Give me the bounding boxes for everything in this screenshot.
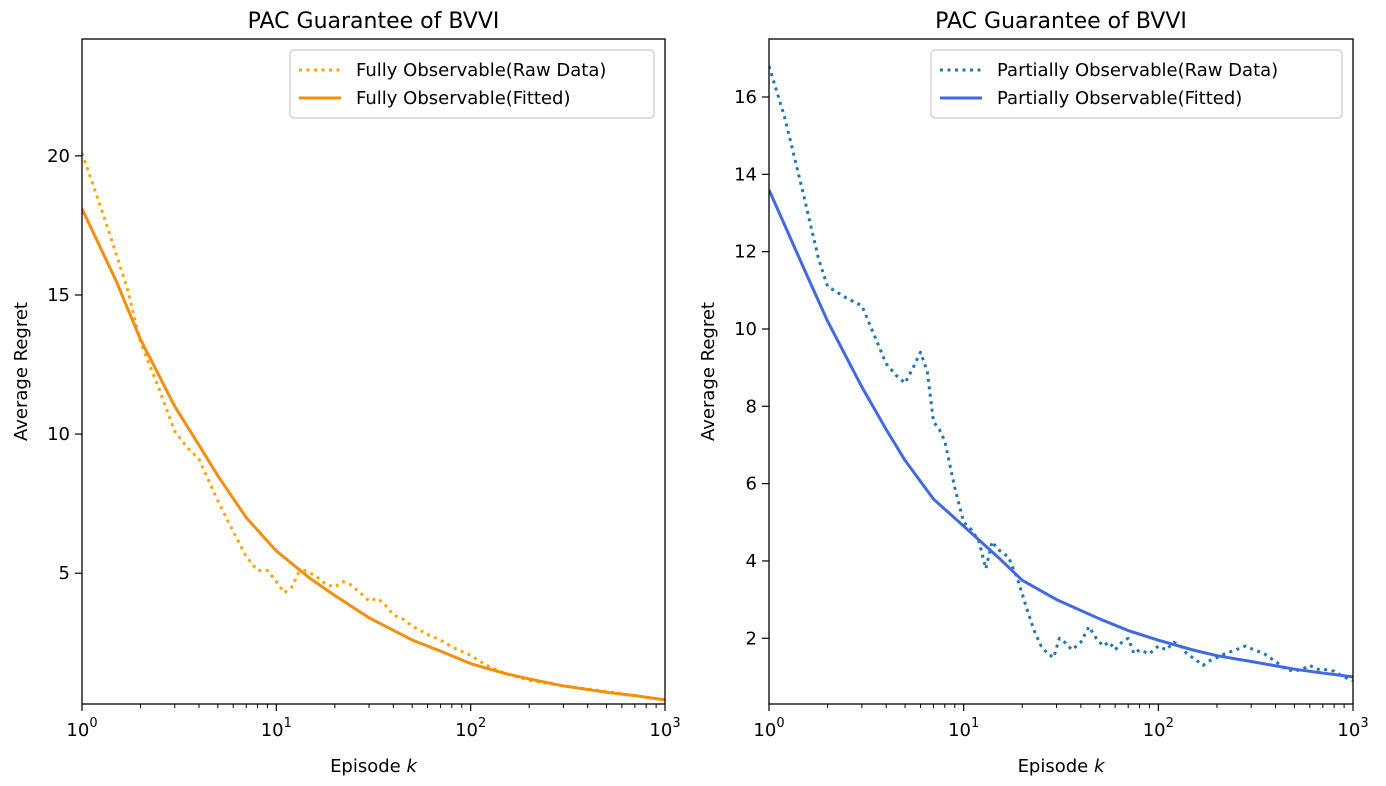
series-line-2 bbox=[82, 208, 665, 702]
x-tick-label: 101 bbox=[261, 716, 292, 741]
legend-box bbox=[930, 49, 1343, 119]
legend-label: Fully Observable(Raw Data) bbox=[356, 60, 606, 81]
y-tick-label: 20 bbox=[47, 146, 70, 167]
plot-area bbox=[82, 152, 665, 702]
series-line-1 bbox=[82, 152, 665, 702]
legend: Partially Observable(Raw Data) Partially … bbox=[930, 49, 1343, 119]
chart-panel-2: 100 101 102 103 2 4 6 8 10 12 14 16 PAC Guarantee of… bbox=[698, 9, 1369, 777]
y-tick-label: 2 bbox=[746, 628, 757, 649]
y-tick-label: 8 bbox=[746, 396, 757, 417]
legend-label: Fully Observable(Fitted) bbox=[356, 88, 571, 109]
y-tick-label: 10 bbox=[734, 319, 757, 340]
y-tick-label: 12 bbox=[734, 242, 757, 263]
legend-label: Partially Observable(Raw Data) bbox=[997, 60, 1278, 81]
x-tick-label: 102 bbox=[455, 716, 486, 741]
y-axis-label: Average Regret bbox=[11, 302, 32, 441]
x-axis-label: Episode k bbox=[330, 756, 418, 777]
x-minor-ticks bbox=[827, 704, 1345, 708]
series-line-2 bbox=[769, 189, 1353, 679]
plot-area bbox=[769, 65, 1353, 683]
x-tick-label: 103 bbox=[649, 716, 680, 741]
y-tick-label: 16 bbox=[734, 87, 757, 108]
x-tick-label: 100 bbox=[753, 716, 784, 741]
axes-frame bbox=[768, 38, 1354, 705]
y-tick-label: 5 bbox=[59, 563, 70, 584]
x-tick-label: 102 bbox=[1143, 716, 1174, 741]
y-tick-label: 15 bbox=[47, 285, 70, 306]
y-tick-label: 10 bbox=[47, 424, 70, 445]
series-line-1 bbox=[769, 65, 1353, 683]
y-tick-label: 6 bbox=[746, 474, 757, 495]
chart-title: PAC Guarantee of BVVI bbox=[935, 9, 1187, 34]
legend-box bbox=[289, 49, 655, 119]
x-tick-label: 103 bbox=[1337, 716, 1368, 741]
y-axis-label: Average Regret bbox=[698, 302, 719, 441]
chart-title: PAC Guarantee of BVVI bbox=[248, 9, 500, 34]
y-tick-label: 4 bbox=[746, 551, 757, 572]
legend: Fully Observable(Raw Data) Fully Observab… bbox=[289, 49, 655, 119]
y-tick-label: 14 bbox=[734, 164, 757, 185]
x-tick-label: 100 bbox=[66, 716, 97, 741]
chart-panel-1: 100 101 102 103 5 10 15 20 PAC Guarantee of BVVI… bbox=[11, 9, 681, 777]
axes-frame bbox=[81, 38, 666, 705]
x-tick-label: 101 bbox=[948, 716, 979, 741]
legend-label: Partially Observable(Fitted) bbox=[997, 88, 1242, 109]
x-minor-ticks bbox=[140, 704, 657, 708]
x-axis-label: Episode k bbox=[1018, 756, 1106, 777]
